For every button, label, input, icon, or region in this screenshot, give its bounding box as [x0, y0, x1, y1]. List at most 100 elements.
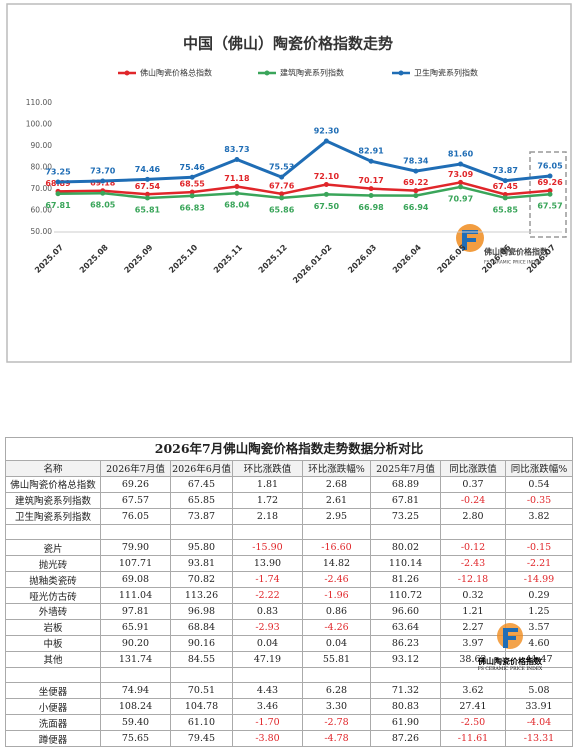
- data-label: 81.60: [448, 150, 474, 159]
- data-label: 68.05: [90, 201, 116, 210]
- table-cell: 67.57: [100, 491, 171, 509]
- row-name: 岩板: [5, 618, 101, 636]
- data-point: [144, 191, 150, 197]
- data-label: 72.10: [314, 172, 340, 181]
- table-cell: 67.45: [170, 475, 233, 493]
- chart: 中国（佛山）陶瓷价格指数走势 佛山陶瓷价格指数 FS CERAMIC PRICE…: [6, 3, 572, 363]
- table-cell: 76.05: [100, 507, 171, 525]
- data-label: 75.53: [269, 163, 294, 172]
- header-cell: 2026年6月值: [170, 460, 233, 477]
- data-label: 67.45: [493, 182, 519, 191]
- data-point: [458, 184, 464, 190]
- table-cell: 1.72: [232, 491, 303, 509]
- table-cell: 65.91: [100, 618, 171, 636]
- data-label: 67.54: [135, 182, 161, 191]
- empty-cell: [505, 523, 573, 541]
- table-cell: -0.12: [440, 539, 506, 557]
- empty-cell: [100, 523, 171, 541]
- table-cell: 67.81: [370, 491, 441, 509]
- data-point: [502, 191, 508, 197]
- table-row: 哑光仿古砖 111.04 113.26 -2.22 -1.96 110.72 0.32 0.2…: [5, 587, 573, 605]
- empty-cell: [100, 666, 171, 684]
- y-tick-label: 80.00: [31, 163, 53, 172]
- watermark-title: 佛山陶瓷价格指数: [483, 247, 549, 257]
- data-point: [234, 190, 240, 196]
- empty-cell: [370, 666, 441, 684]
- legend-label: 建筑陶瓷系列指数: [280, 68, 344, 78]
- table-cell: -11.61: [440, 730, 506, 747]
- data-point: [413, 193, 419, 199]
- empty-cell: [5, 666, 101, 684]
- table-cell: 108.24: [100, 698, 171, 716]
- data-label: 68.04: [224, 201, 250, 210]
- table-cell: -13.31: [505, 730, 573, 747]
- table-cell: 80.83: [370, 698, 441, 716]
- table-cell: 4.43: [232, 682, 303, 700]
- data-point: [547, 188, 553, 194]
- data-label: 69.26: [537, 178, 563, 187]
- data-label: 73.87: [493, 166, 518, 175]
- table: 2026年7月佛山陶瓷价格指数走势数据分析对比 名称 2026年7月值 2026年6…: [5, 437, 573, 747]
- table-cell: 61.90: [370, 714, 441, 732]
- table-cell: 61.10: [170, 714, 233, 732]
- table-cell: 84.55: [170, 650, 233, 668]
- table-cell: 55.81: [302, 650, 371, 668]
- table-cell: 104.78: [170, 698, 233, 716]
- table-cell: 6.28: [302, 682, 371, 700]
- table-cell: 65.85: [170, 491, 233, 509]
- table-row: 小便器 108.24 104.78 3.46 3.30 80.83 27.41 33.91: [5, 698, 573, 716]
- table-cell: -4.78: [302, 730, 371, 747]
- table-cell: -16.60: [302, 539, 371, 557]
- data-point: [100, 178, 106, 184]
- empty-cell: [232, 666, 303, 684]
- table-cell: 59.40: [100, 714, 171, 732]
- table-watermark: 佛山陶瓷价格指数 FS CERAMIC PRICE INDEX: [470, 622, 550, 672]
- table-cell: 95.80: [170, 539, 233, 557]
- table-cell: -3.80: [232, 730, 303, 747]
- table-cell: -12.18: [440, 571, 506, 589]
- table-cell: 0.04: [302, 634, 371, 652]
- data-point: [413, 188, 419, 194]
- header-cell: 2025年7月值: [370, 460, 441, 477]
- y-tick-label: 70.00: [31, 184, 53, 193]
- table-cell: 63.64: [370, 618, 441, 636]
- empty-cell: [302, 666, 371, 684]
- table-cell: 69.08: [100, 571, 171, 589]
- table-row: 抛釉类瓷砖 69.08 70.82 -1.74 -2.46 81.26 -12.18 -14.…: [5, 571, 573, 589]
- table-cell: 71.32: [370, 682, 441, 700]
- row-name: 哑光仿古砖: [5, 587, 101, 605]
- row-name: 中板: [5, 634, 101, 652]
- table-cell: 2.80: [440, 507, 506, 525]
- legend-label: 卫生陶瓷系列指数: [414, 68, 478, 78]
- watermark-subtitle: FS CERAMIC PRICE INDEX: [484, 260, 541, 266]
- table-cell: -0.24: [440, 491, 506, 509]
- table-cell: 1.25: [505, 603, 573, 620]
- table-cell: 3.62: [440, 682, 506, 700]
- row-name: 抛釉类瓷砖: [5, 571, 101, 589]
- table-cell: 5.08: [505, 682, 573, 700]
- data-point: [368, 158, 374, 164]
- y-tick-label: 90.00: [31, 141, 53, 150]
- data-point: [189, 189, 195, 195]
- data-point: [279, 195, 285, 201]
- table-cell: 2.68: [302, 475, 371, 493]
- table-body: 佛山陶瓷价格总指数 69.26 67.45 1.81 2.68 68.89 0.37 0.54…: [5, 475, 573, 747]
- data-label: 78.34: [403, 157, 429, 166]
- data-label: 68.55: [180, 180, 206, 189]
- data-point: [458, 179, 464, 185]
- table-cell: 68.84: [170, 618, 233, 636]
- table-cell: 97.81: [100, 603, 171, 620]
- data-point: [413, 168, 419, 174]
- y-tick-label: 100.00: [26, 120, 52, 129]
- data-label: 70.97: [448, 194, 473, 203]
- chart-frame: [6, 3, 572, 363]
- data-label: 66.83: [180, 203, 205, 212]
- spacer-row: [5, 523, 573, 541]
- data-label: 67.57: [537, 202, 562, 211]
- table-cell: 110.72: [370, 587, 441, 605]
- table-cell: 86.23: [370, 634, 441, 652]
- table-cell: 80.02: [370, 539, 441, 557]
- row-name: 卫生陶瓷系列指数: [5, 507, 101, 525]
- empty-cell: [170, 523, 233, 541]
- table-cell: 1.81: [232, 475, 303, 493]
